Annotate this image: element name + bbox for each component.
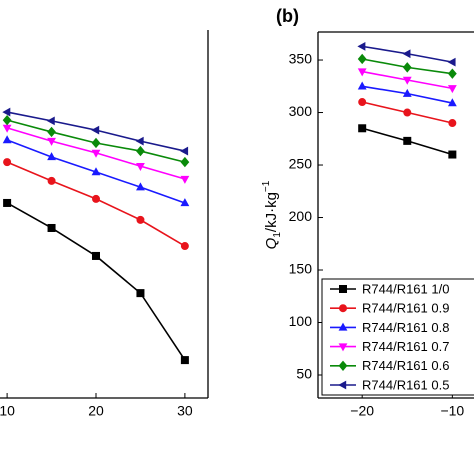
- x-tick-label: −10: [440, 403, 464, 419]
- legend-marker: [338, 343, 348, 352]
- marker: [91, 125, 100, 135]
- marker: [447, 85, 457, 94]
- y-tick-label: 100: [289, 313, 313, 329]
- marker: [3, 198, 12, 207]
- y-tick-label: 350: [289, 51, 313, 67]
- legend-marker: [338, 322, 348, 331]
- marker: [358, 124, 367, 133]
- legend-label: R744/R161 0.5: [362, 377, 449, 392]
- legend-box: [321, 278, 474, 396]
- marker: [46, 116, 55, 126]
- marker: [2, 107, 11, 117]
- marker: [2, 114, 12, 126]
- x-tick-label: 30: [177, 403, 193, 419]
- legend-label: R744/R161 0.7: [362, 339, 449, 354]
- marker: [180, 242, 189, 251]
- marker: [403, 108, 412, 117]
- marker: [180, 156, 190, 168]
- marker: [357, 68, 367, 77]
- y-label-part: 1: [272, 232, 283, 238]
- y-axis-label: Q1/kJ·kg−1: [261, 180, 283, 249]
- marker: [357, 53, 367, 65]
- marker: [180, 146, 189, 156]
- legend-marker: [338, 360, 348, 371]
- legend-marker: [339, 304, 347, 313]
- marker: [403, 136, 412, 145]
- marker: [447, 68, 457, 79]
- marker: [447, 98, 457, 107]
- marker: [136, 145, 145, 157]
- marker: [402, 49, 411, 59]
- y-tick-label: 150: [289, 261, 313, 277]
- marker: [2, 124, 12, 133]
- marker: [402, 62, 412, 73]
- y-tick-label: 200: [289, 208, 313, 224]
- y-label-part: −1: [261, 180, 272, 192]
- marker: [180, 198, 190, 207]
- marker: [136, 162, 145, 171]
- marker: [402, 76, 412, 85]
- marker: [92, 194, 100, 203]
- legend-label: R744/R161 0.9: [362, 301, 449, 316]
- marker: [135, 136, 144, 146]
- legend-label: R744/R161 0.8: [362, 320, 449, 335]
- marker: [91, 149, 101, 158]
- marker: [358, 98, 367, 107]
- x-tick-label: 10: [0, 403, 15, 419]
- marker: [47, 176, 56, 185]
- legend-marker: [339, 285, 347, 293]
- marker: [180, 175, 190, 184]
- y-tick-label: 300: [289, 103, 313, 119]
- marker: [180, 356, 189, 365]
- marker: [91, 137, 101, 149]
- legend-label: R744/R161 0.6: [362, 358, 449, 373]
- panel-title: (b): [276, 6, 299, 26]
- plot-area: [357, 41, 457, 159]
- marker: [47, 152, 56, 161]
- y-tick-label: 250: [289, 156, 313, 172]
- marker: [447, 57, 456, 67]
- marker: [47, 137, 56, 146]
- marker: [136, 215, 145, 224]
- legend: R744/R161 1/0 R744/R161 0.9 R744/R161 0.8 R…: [321, 278, 474, 396]
- marker: [448, 119, 457, 128]
- marker: [47, 126, 56, 138]
- legend-label: R744/R161 1/0: [362, 281, 449, 296]
- legend-marker: [338, 380, 347, 390]
- marker: [448, 150, 457, 159]
- y-label-part: Q: [263, 237, 280, 249]
- marker: [47, 223, 56, 232]
- plot-area: [2, 107, 190, 365]
- marker: [136, 182, 145, 191]
- marker: [402, 88, 412, 97]
- x-tick-label: 20: [88, 403, 104, 419]
- y-tick-label: 50: [296, 366, 312, 382]
- series-line: [6, 202, 186, 361]
- x-tick-label: −20: [350, 403, 374, 419]
- marker: [3, 158, 12, 167]
- marker: [92, 251, 100, 260]
- marker: [357, 81, 367, 90]
- y-label-part: /kJ·kg: [263, 192, 280, 232]
- marker: [357, 41, 366, 51]
- marker: [136, 289, 145, 298]
- marker: [91, 167, 101, 176]
- marker: [2, 135, 12, 144]
